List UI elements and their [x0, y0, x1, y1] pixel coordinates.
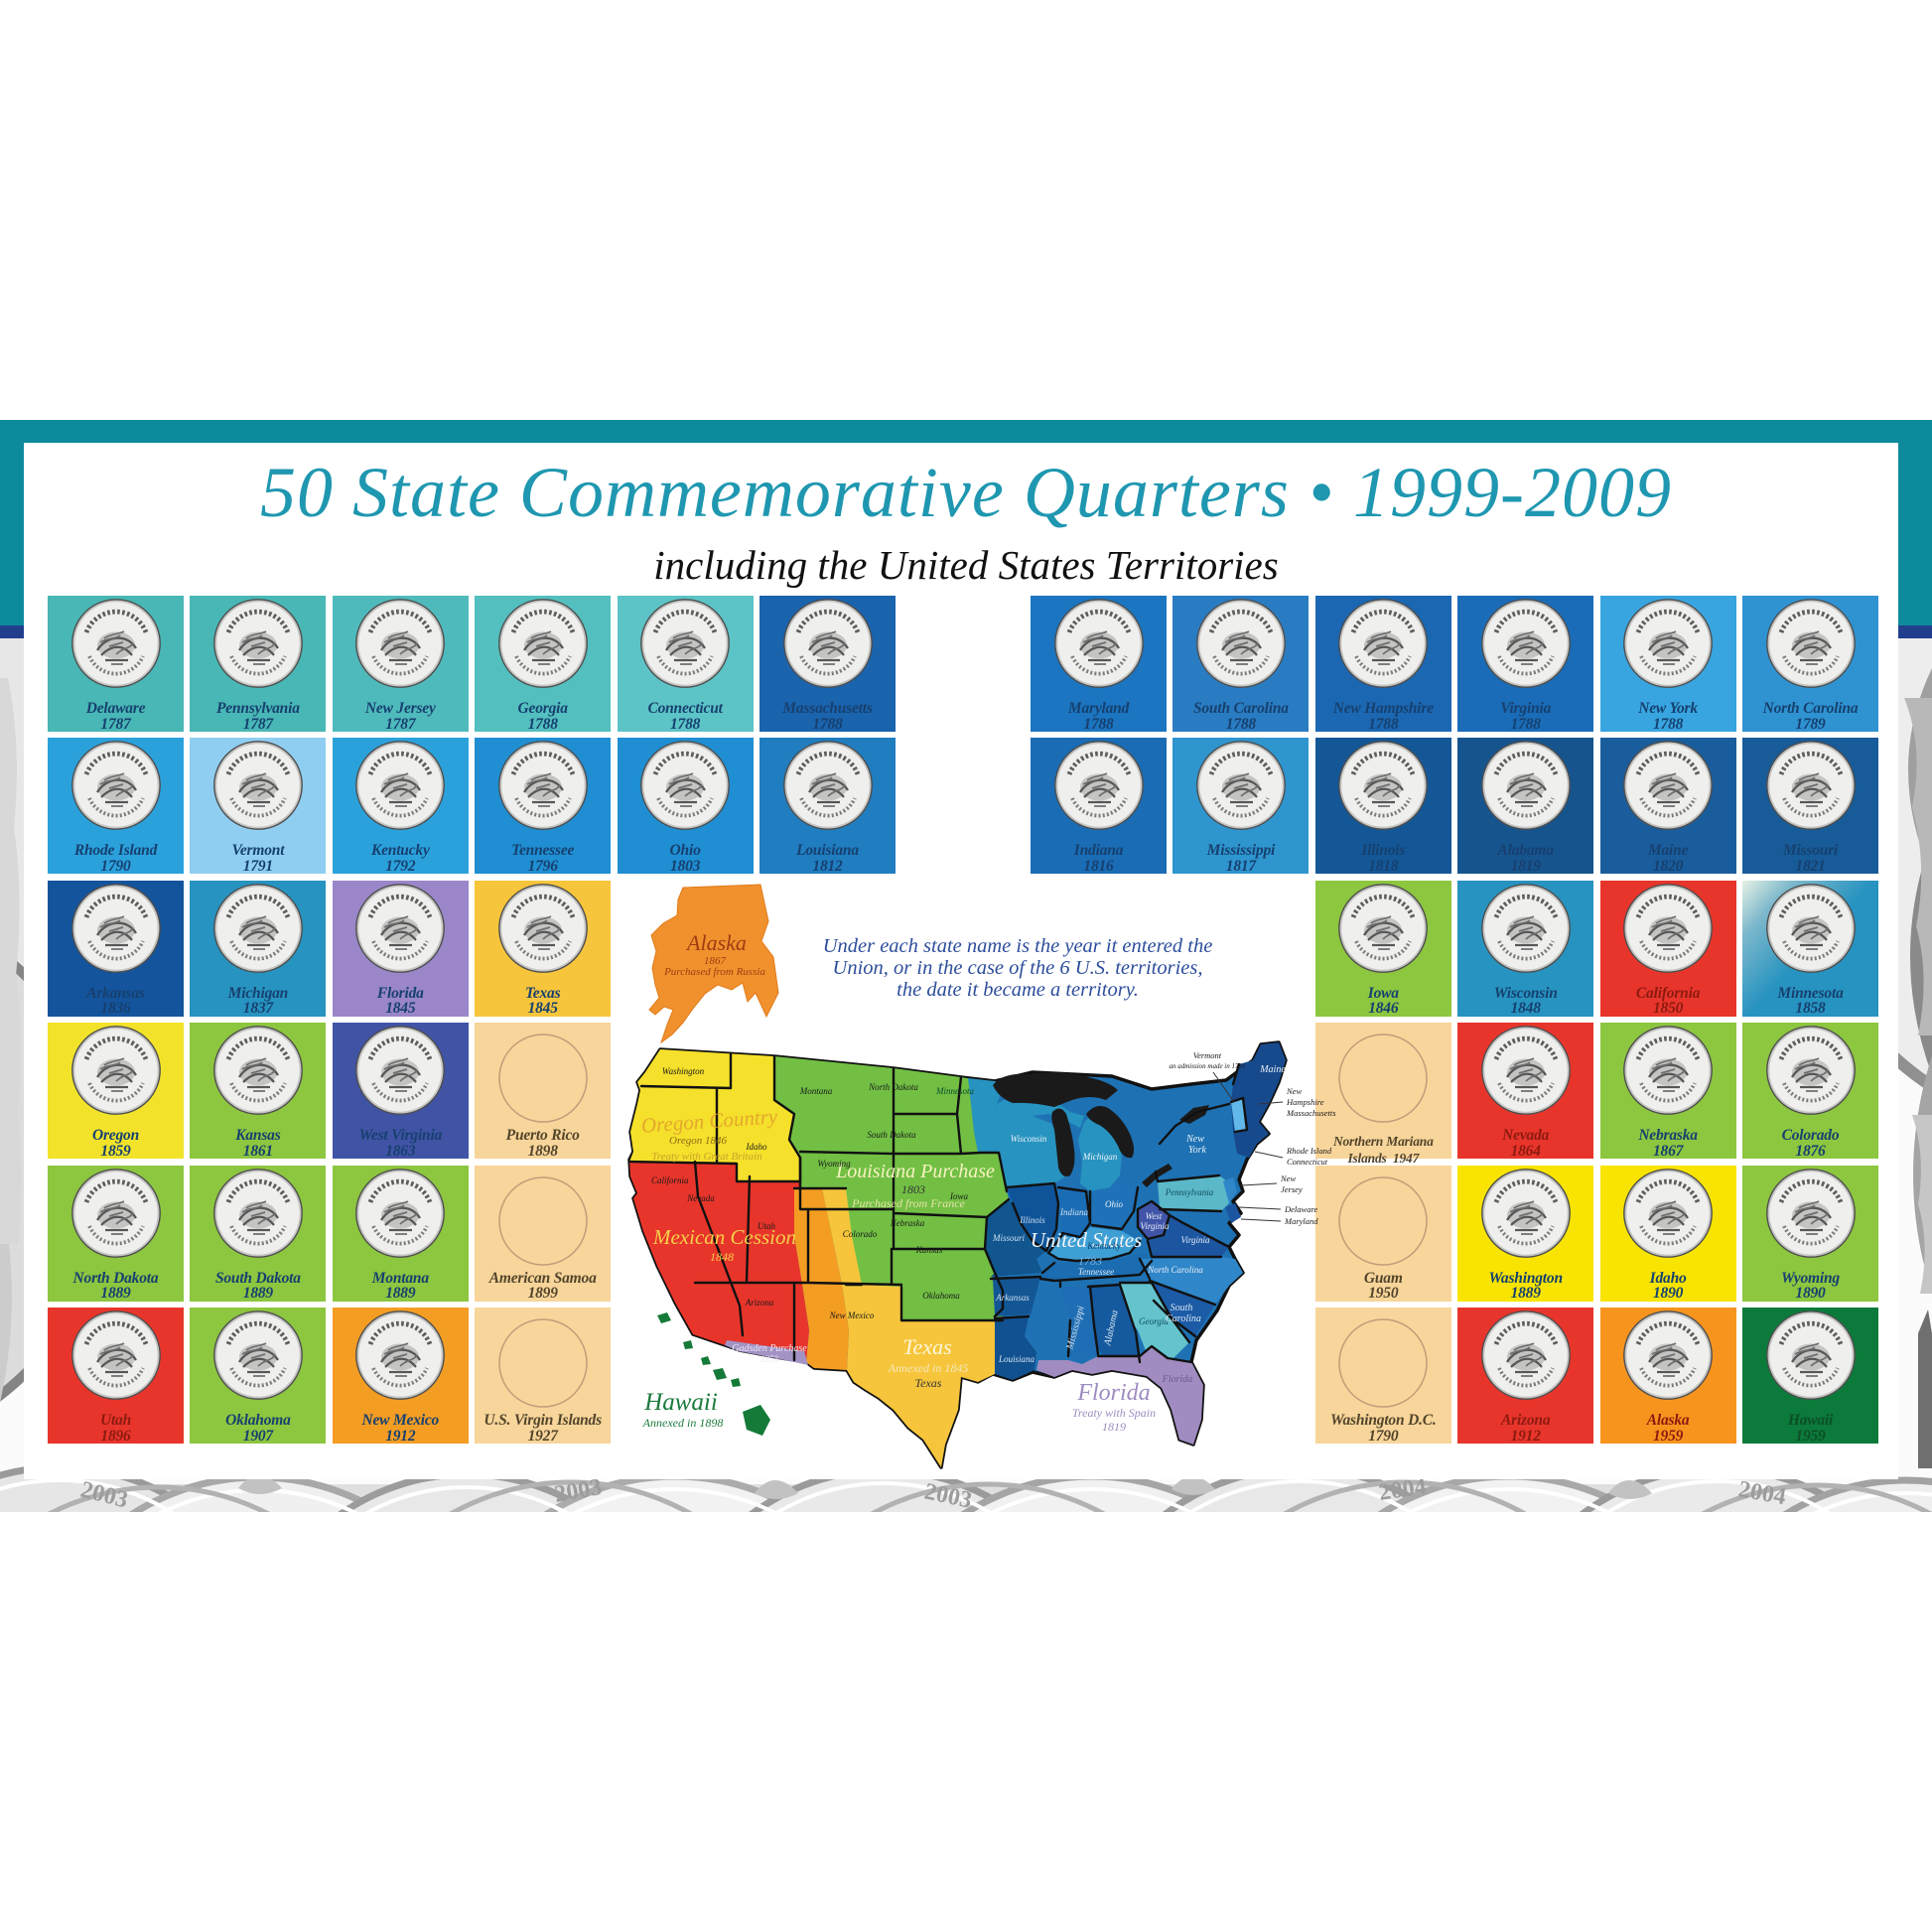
svg-text:New: New [1185, 1134, 1204, 1145]
svg-text:Arkansas: Arkansas [995, 1293, 1030, 1303]
svg-text:Massachusetts: Massachusetts [1286, 1108, 1336, 1118]
svg-text:United States: United States [1031, 1228, 1143, 1252]
svg-text:Louisiana: Louisiana [998, 1354, 1035, 1364]
svg-text:Purchased from Russia: Purchased from Russia [663, 966, 765, 978]
svg-text:Annexed in 1898: Annexed in 1898 [642, 1416, 724, 1430]
svg-text:Alaska: Alaska [685, 930, 747, 955]
svg-text:Hampshire: Hampshire [1286, 1097, 1324, 1107]
svg-text:Louisiana Purchase: Louisiana Purchase [835, 1161, 995, 1182]
svg-text:Jersey: Jersey [1281, 1184, 1303, 1194]
svg-text:Texas: Texas [915, 1376, 942, 1390]
svg-text:1867: 1867 [704, 955, 727, 967]
svg-text:New: New [1286, 1086, 1302, 1096]
svg-text:Treaty with Spain: Treaty with Spain [1072, 1406, 1156, 1420]
svg-text:Carolina: Carolina [1166, 1313, 1201, 1324]
svg-text:Vermont: Vermont [1193, 1050, 1222, 1060]
svg-text:Iowa: Iowa [949, 1191, 969, 1201]
svg-text:South Dakota: South Dakota [867, 1130, 916, 1140]
svg-text:Wisconsin: Wisconsin [1011, 1134, 1047, 1144]
svg-text:Colorado: Colorado [843, 1229, 878, 1239]
svg-text:Wyoming: Wyoming [817, 1159, 851, 1169]
svg-text:1853: 1853 [760, 1354, 779, 1364]
svg-text:Tennessee: Tennessee [1078, 1267, 1114, 1277]
svg-text:Virginia: Virginia [1181, 1235, 1210, 1245]
svg-text:Purchased from France: Purchased from France [851, 1196, 965, 1210]
svg-text:Ohio: Ohio [1105, 1199, 1124, 1209]
svg-text:Minnesota: Minnesota [935, 1086, 974, 1096]
svg-text:Michigan: Michigan [1082, 1152, 1118, 1162]
svg-text:Virginia: Virginia [1141, 1221, 1170, 1231]
svg-text:Mexican Cession: Mexican Cession [652, 1225, 796, 1249]
svg-text:Treaty with Great Britain: Treaty with Great Britain [651, 1151, 762, 1163]
svg-text:California: California [651, 1175, 689, 1185]
svg-text:Rhode Island: Rhode Island [1286, 1146, 1332, 1156]
svg-text:Nebraska: Nebraska [890, 1218, 925, 1228]
svg-text:Montana: Montana [799, 1086, 833, 1096]
svg-text:Kansas: Kansas [915, 1245, 943, 1255]
svg-text:1819: 1819 [1102, 1420, 1126, 1434]
svg-text:York: York [1188, 1145, 1207, 1156]
svg-text:1848: 1848 [710, 1250, 734, 1264]
svg-text:1783: 1783 [1078, 1254, 1102, 1268]
svg-text:Maine: Maine [1259, 1064, 1286, 1075]
svg-text:Florida: Florida [1162, 1374, 1193, 1385]
svg-text:South: South [1171, 1303, 1193, 1313]
svg-text:North Carolina: North Carolina [1147, 1265, 1203, 1275]
svg-text:Gadsden Purchase: Gadsden Purchase [732, 1343, 807, 1354]
svg-text:North Dakota: North Dakota [868, 1082, 918, 1092]
svg-text:Connecticut: Connecticut [1287, 1157, 1328, 1167]
svg-text:Hawaii: Hawaii [643, 1389, 718, 1416]
svg-text:an admission made in 1791: an admission made in 1791 [1170, 1062, 1246, 1070]
svg-text:Indiana: Indiana [1059, 1207, 1088, 1217]
svg-text:Pennsylvania: Pennsylvania [1165, 1187, 1214, 1197]
svg-text:Maryland: Maryland [1284, 1216, 1318, 1226]
svg-text:Washington: Washington [662, 1066, 705, 1076]
svg-text:Kentucky: Kentucky [1086, 1241, 1120, 1251]
svg-text:Texas: Texas [902, 1334, 951, 1359]
svg-text:Arizona: Arizona [745, 1298, 774, 1308]
svg-text:Nevada: Nevada [686, 1193, 715, 1203]
svg-text:Utah: Utah [758, 1221, 776, 1231]
svg-text:Oklahoma: Oklahoma [922, 1291, 960, 1301]
svg-text:Missouri: Missouri [992, 1233, 1026, 1243]
svg-text:Delaware: Delaware [1284, 1204, 1317, 1214]
svg-text:West: West [1146, 1211, 1163, 1221]
svg-text:Illinois: Illinois [1019, 1215, 1045, 1225]
svg-text:Georgia: Georgia [1139, 1316, 1169, 1326]
svg-text:Oregon 1846: Oregon 1846 [669, 1135, 727, 1147]
svg-text:New Mexico: New Mexico [829, 1311, 875, 1320]
svg-text:Florida: Florida [1076, 1380, 1150, 1406]
svg-text:1803: 1803 [901, 1182, 925, 1196]
svg-text:Idaho: Idaho [746, 1142, 767, 1152]
svg-text:Annexed in 1845: Annexed in 1845 [888, 1361, 969, 1375]
svg-text:New: New [1280, 1173, 1296, 1183]
